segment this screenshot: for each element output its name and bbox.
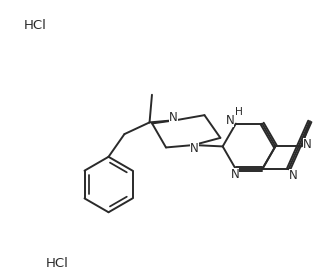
Text: HCl: HCl	[23, 19, 46, 32]
Text: N: N	[230, 168, 239, 181]
Text: N: N	[303, 138, 312, 151]
Text: H: H	[235, 107, 243, 117]
Text: N: N	[169, 110, 178, 123]
Text: HCl: HCl	[46, 257, 69, 270]
Text: N: N	[289, 169, 298, 182]
Text: N: N	[190, 142, 199, 155]
Text: N: N	[226, 114, 234, 127]
